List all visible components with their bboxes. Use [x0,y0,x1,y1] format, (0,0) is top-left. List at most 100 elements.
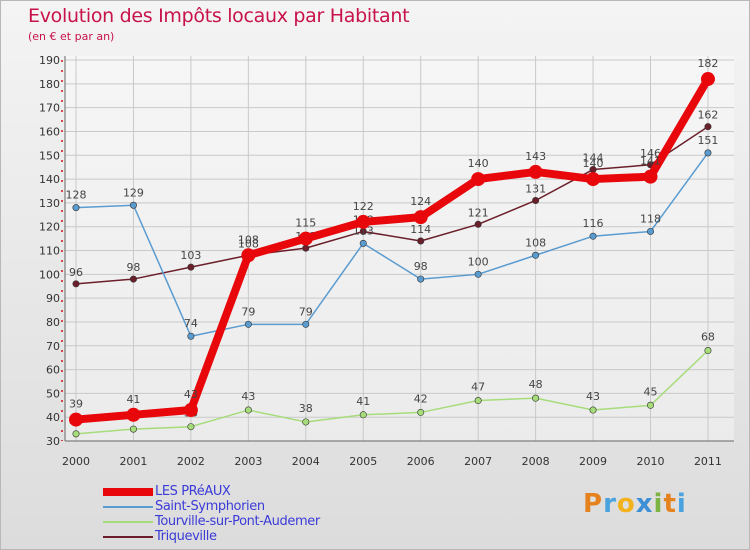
data-label: 98 [126,261,140,274]
data-point [187,332,195,340]
data-point [413,210,428,225]
y-tick-label: 160 [39,125,60,138]
data-point [704,347,712,355]
legend-item: Saint-Symphorien [103,499,320,514]
chart-subtitle: (en € et par an) [28,30,115,43]
y-tick-label: 180 [39,78,60,91]
series-line [75,125,709,285]
x-tick-label: 2001 [119,455,147,468]
data-point [302,320,310,328]
data-label: 43 [241,390,255,403]
data-point [704,149,712,157]
data-label: 38 [299,402,313,415]
data-point [129,201,137,209]
data-point [474,220,482,228]
y-tick-label: 140 [39,173,60,186]
y-tick-label: 50 [46,387,60,400]
x-tick-label: 2005 [349,455,377,468]
data-point [302,418,310,426]
data-point [126,407,141,422]
data-label: 121 [468,206,489,219]
legend-swatch [103,520,153,523]
data-label: 108 [238,237,259,250]
data-point [700,72,715,87]
proxiti-logo: Proxiti [583,489,687,519]
x-tick-label: 2003 [234,455,262,468]
legend-swatch [103,505,153,508]
data-label: 39 [69,398,83,411]
data-point [704,123,712,131]
data-label: 144 [583,152,604,165]
data-label: 43 [184,388,198,401]
data-point [474,270,482,278]
data-label: 98 [414,260,428,273]
y-tick-label: 100 [39,268,60,281]
chart-title: Evolution des Impôts locaux par Habitant [28,5,410,27]
data-point [187,423,195,431]
y-tick-label: 80 [46,316,60,329]
legend-label: Saint-Symphorien [155,499,265,514]
data-point [589,232,597,240]
data-point [359,239,367,247]
x-tick-label: 2000 [62,455,90,468]
y-tick-label: 190 [39,54,60,67]
x-tick-label: 2008 [522,455,550,468]
legend-label: Triqueville [155,529,217,544]
x-tick-label: 2009 [579,455,607,468]
data-label: 42 [414,392,428,405]
x-tick-label: 2002 [177,455,205,468]
legend-item: LES PRéAUX [103,484,320,499]
legend-label: LES PRéAUX [155,484,231,499]
data-label: 124 [410,195,431,208]
data-label: 182 [697,57,718,70]
data-point [298,231,313,246]
legend-swatch [103,535,153,538]
series-line [72,75,712,424]
data-label: 122 [353,200,374,213]
data-point [586,172,601,187]
data-point [69,412,83,427]
data-point [241,248,256,263]
data-point [589,406,597,414]
data-label: 140 [583,157,604,170]
legend-swatch [103,487,153,496]
x-tick-label: 2007 [464,455,492,468]
x-tick-label: 2011 [694,455,722,468]
data-label: 108 [525,236,546,249]
data-point [474,397,482,405]
legend-label: Tourville-sur-Pont-Audemer [155,514,320,529]
data-point [417,237,425,245]
legend-item: Tourville-sur-Pont-Audemer [103,514,320,529]
data-point [532,251,540,259]
y-tick-label: 40 [46,411,60,424]
data-label: 96 [69,266,83,279]
data-point [72,430,80,438]
y-tick-label: 120 [39,221,60,234]
y-tick-label: 150 [39,149,60,162]
y-tick-label: 170 [39,102,60,115]
data-point [417,408,425,416]
data-point [646,227,654,235]
data-point [471,172,486,187]
data-label: 43 [586,390,600,403]
data-label: 79 [299,305,313,318]
data-point [646,401,654,409]
y-tick-label: 110 [39,245,60,258]
x-tick-label: 2010 [637,455,665,468]
data-label: 131 [525,182,546,195]
x-tick-label: 2004 [292,455,320,468]
data-label: 41 [356,395,370,408]
data-label: 140 [468,157,489,170]
data-point [187,263,195,271]
data-label: 48 [529,378,543,391]
series-line [75,349,709,435]
y-tick-label: 60 [46,364,60,377]
data-label: 74 [184,317,198,330]
legend: LES PRéAUX Saint-Symphorien Tourville-su… [103,484,320,544]
data-point [532,196,540,204]
data-label: 68 [701,331,715,344]
data-label: 114 [410,223,431,236]
data-label: 47 [471,381,485,394]
